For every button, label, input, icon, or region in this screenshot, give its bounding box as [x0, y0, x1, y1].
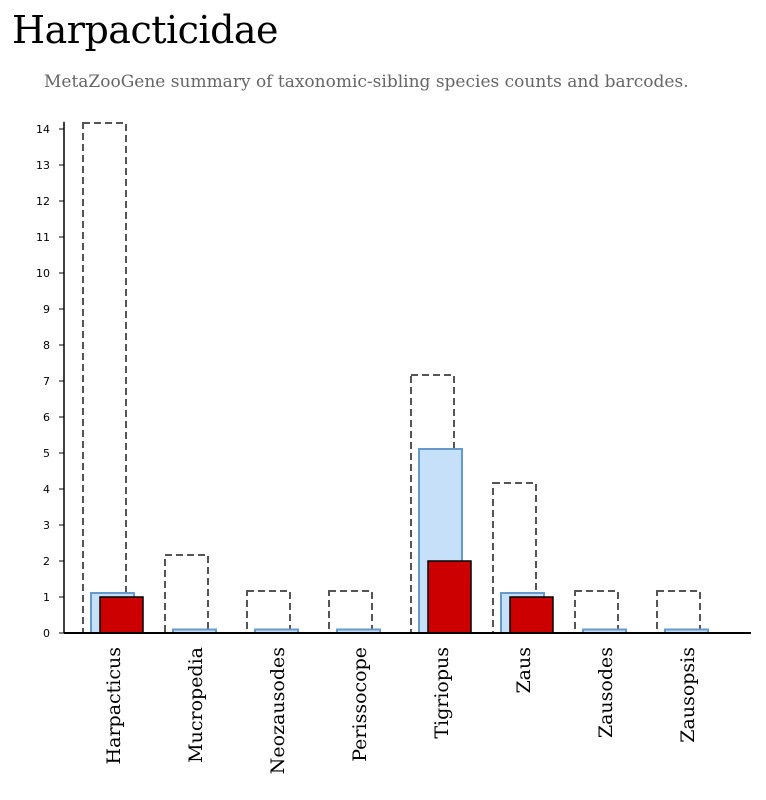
x-category-label: Perissocope — [349, 647, 371, 762]
x-axis: Harpacticus Mucropedia Neozausodes Perissoc… — [64, 632, 751, 774]
y-tick-label: 11 — [36, 231, 50, 244]
y-tick-label: 1 — [43, 591, 50, 604]
bar-red — [427, 560, 472, 634]
y-tick-label: 3 — [43, 519, 50, 532]
y-tick-label: 7 — [43, 375, 50, 388]
bar-outline — [164, 554, 209, 634]
x-category-label: Zausopsis — [677, 647, 699, 743]
page-subtitle: MetaZooGene summary of taxonomic-sibling… — [44, 72, 689, 92]
y-tick-label: 8 — [43, 339, 50, 352]
y-tick-label: 6 — [43, 411, 50, 424]
bar-red — [509, 596, 554, 634]
x-category-label: Harpacticus — [103, 647, 125, 764]
bar-outline — [82, 122, 127, 634]
bar-outline — [328, 590, 373, 634]
y-tick-label: 9 — [43, 303, 50, 316]
x-category-label: Mucropedia — [185, 647, 207, 763]
bar-red — [99, 596, 144, 634]
y-tick-label: 10 — [36, 267, 50, 280]
x-category-label: Neozausodes — [267, 647, 289, 774]
y-tick-label: 5 — [43, 447, 50, 460]
x-category-label: Zaus — [513, 647, 535, 694]
x-category-label: Tigriopus — [431, 647, 453, 739]
y-tick-label: 12 — [36, 195, 50, 208]
x-category-label: Zausodes — [595, 647, 617, 738]
bar-outline — [656, 590, 701, 634]
y-tick-label: 13 — [36, 159, 50, 172]
bars — [82, 122, 709, 634]
y-tick-label: 14 — [36, 123, 50, 136]
y-tick-label: 0 — [43, 627, 50, 640]
y-tick-label: 4 — [43, 483, 50, 496]
bar-outline — [246, 590, 291, 634]
y-tick-label: 2 — [43, 555, 50, 568]
page-title: Harpacticidae — [12, 8, 279, 52]
bar-outline — [574, 590, 619, 634]
